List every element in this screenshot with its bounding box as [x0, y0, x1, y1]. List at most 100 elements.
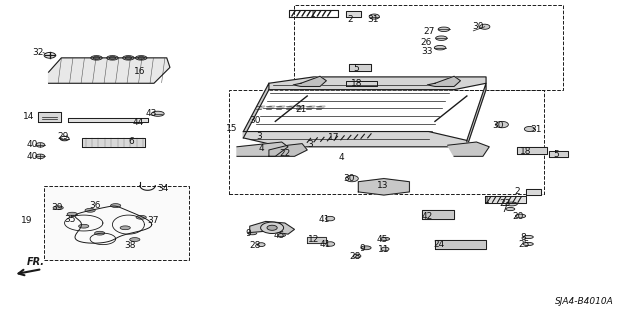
Polygon shape: [269, 77, 486, 90]
Text: 1: 1: [484, 196, 490, 205]
Circle shape: [524, 126, 534, 131]
Text: 39: 39: [51, 203, 63, 212]
Ellipse shape: [248, 232, 257, 235]
Text: 23: 23: [499, 199, 511, 208]
Text: 4: 4: [259, 144, 264, 152]
Text: 33: 33: [422, 47, 433, 56]
Ellipse shape: [255, 133, 267, 137]
Polygon shape: [38, 113, 61, 122]
Circle shape: [267, 225, 277, 230]
Circle shape: [36, 143, 45, 147]
Text: 41: 41: [319, 240, 331, 249]
Polygon shape: [358, 179, 410, 195]
Text: 14: 14: [23, 112, 35, 121]
Text: 4: 4: [339, 153, 344, 162]
Polygon shape: [269, 144, 307, 156]
Text: 12: 12: [308, 235, 319, 244]
Polygon shape: [83, 138, 145, 147]
Polygon shape: [316, 106, 325, 109]
Polygon shape: [525, 189, 541, 195]
Circle shape: [260, 222, 284, 234]
Bar: [294, 5, 563, 90]
Text: 31: 31: [530, 124, 541, 134]
Ellipse shape: [506, 202, 517, 206]
Circle shape: [257, 243, 265, 247]
Polygon shape: [256, 106, 265, 109]
Ellipse shape: [506, 207, 515, 211]
Text: 11: 11: [378, 245, 390, 254]
Polygon shape: [307, 237, 326, 243]
Polygon shape: [286, 106, 295, 109]
Circle shape: [125, 56, 132, 59]
Ellipse shape: [91, 56, 102, 60]
Text: 45: 45: [377, 235, 388, 244]
Ellipse shape: [515, 214, 525, 218]
Polygon shape: [237, 142, 288, 156]
Text: 15: 15: [226, 124, 237, 133]
Text: 30: 30: [249, 116, 260, 125]
Text: 16: 16: [134, 67, 146, 76]
Ellipse shape: [381, 237, 390, 241]
Text: 25: 25: [518, 240, 530, 249]
Ellipse shape: [107, 56, 118, 60]
Text: 8: 8: [520, 233, 526, 242]
Ellipse shape: [53, 206, 63, 210]
Polygon shape: [428, 76, 461, 86]
Text: 35: 35: [64, 215, 76, 224]
Circle shape: [36, 154, 45, 159]
Text: 44: 44: [133, 117, 144, 127]
Text: 17: 17: [328, 133, 340, 142]
Text: 5: 5: [353, 63, 358, 72]
Text: SJA4-B4010A: SJA4-B4010A: [555, 297, 614, 306]
Circle shape: [93, 56, 100, 59]
Circle shape: [326, 242, 335, 246]
Ellipse shape: [259, 144, 269, 148]
Text: 30: 30: [472, 22, 484, 31]
Text: 2: 2: [348, 15, 353, 24]
Ellipse shape: [436, 36, 447, 41]
Text: 42: 42: [422, 211, 433, 220]
Bar: [229, 90, 543, 195]
Circle shape: [381, 247, 389, 251]
Text: 29: 29: [58, 132, 69, 141]
Text: 10: 10: [272, 223, 284, 232]
Circle shape: [109, 56, 116, 59]
Polygon shape: [516, 147, 547, 154]
Polygon shape: [307, 106, 315, 109]
Text: 30: 30: [344, 174, 355, 183]
Text: 22: 22: [279, 149, 291, 158]
Polygon shape: [484, 196, 525, 203]
Circle shape: [495, 122, 508, 128]
Ellipse shape: [123, 56, 134, 60]
Text: 9: 9: [246, 229, 252, 238]
Ellipse shape: [85, 208, 95, 212]
Polygon shape: [548, 151, 568, 157]
Text: 3: 3: [256, 132, 262, 141]
Ellipse shape: [438, 27, 450, 32]
Text: 43: 43: [146, 109, 157, 118]
Text: 28: 28: [249, 241, 260, 250]
Text: 7: 7: [501, 205, 507, 214]
Text: 38: 38: [124, 241, 136, 250]
Text: 28: 28: [349, 252, 361, 261]
Text: 6: 6: [128, 137, 134, 146]
Text: 24: 24: [433, 240, 444, 249]
Text: 20: 20: [512, 212, 524, 221]
Text: 30: 30: [492, 121, 503, 130]
Ellipse shape: [278, 234, 285, 237]
Polygon shape: [467, 83, 486, 147]
Text: 31: 31: [367, 15, 379, 24]
Polygon shape: [276, 106, 285, 109]
Polygon shape: [422, 210, 454, 219]
Text: 19: 19: [20, 216, 32, 225]
Ellipse shape: [136, 56, 147, 60]
Ellipse shape: [79, 224, 89, 228]
Text: 9: 9: [359, 244, 365, 253]
Circle shape: [369, 14, 380, 19]
Ellipse shape: [435, 46, 446, 50]
Text: 1: 1: [310, 11, 316, 19]
Polygon shape: [435, 240, 486, 249]
Text: 5: 5: [554, 150, 559, 159]
Ellipse shape: [120, 226, 131, 230]
Text: 2: 2: [514, 187, 520, 197]
